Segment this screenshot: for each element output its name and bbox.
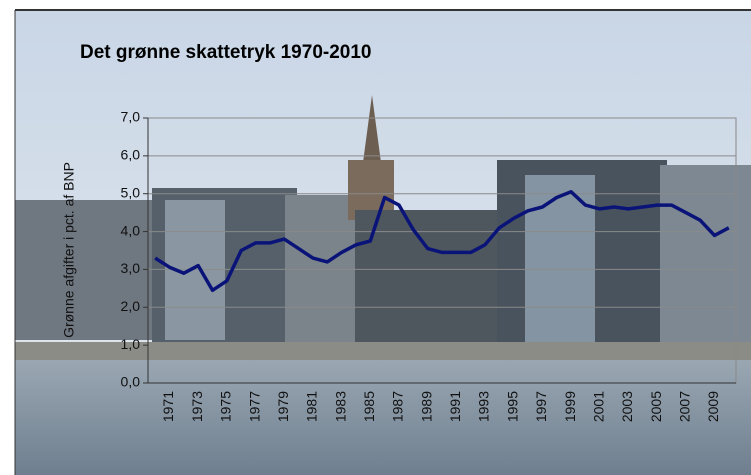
y-tick-label: 0,0	[121, 374, 141, 390]
y-axis-label: Grønne afgifter i pct. af BNP	[61, 162, 77, 338]
x-tick-label: 2007	[677, 391, 693, 422]
x-tick-label: 1985	[361, 391, 377, 422]
y-tick-label: 5,0	[121, 184, 141, 200]
x-tick-label: 1999	[562, 391, 578, 422]
y-tick-label: 6,0	[121, 147, 141, 163]
x-tick-label: 2003	[619, 391, 635, 422]
x-tick-label: 1981	[304, 391, 320, 422]
x-tick-label: 2001	[590, 391, 606, 422]
x-tick-label: 1971	[160, 391, 176, 422]
x-tick-label: 1991	[447, 391, 463, 422]
y-tick-label: 1,0	[121, 336, 141, 352]
x-tick-label: 2005	[648, 391, 664, 422]
x-tick-label: 2009	[705, 391, 721, 422]
x-tick-label: 1989	[418, 391, 434, 422]
x-tick-label: 1977	[246, 391, 262, 422]
x-tick-label: 1997	[533, 391, 549, 422]
y-tick-label: 2,0	[121, 298, 141, 314]
y-tick-label: 7,0	[121, 109, 141, 125]
x-tick-label: 1995	[504, 391, 520, 422]
x-tick-label: 1983	[332, 391, 348, 422]
y-tick-label: 3,0	[121, 260, 141, 276]
x-tick-label: 1979	[275, 391, 291, 422]
chart-title: Det grønne skattetryk 1970-2010	[80, 42, 371, 63]
background-photo	[15, 10, 751, 475]
x-tick-label: 1993	[476, 391, 492, 422]
chart: Det grønne skattetryk 1970-2010 Grønne a…	[0, 0, 751, 475]
x-tick-label: 1973	[189, 391, 205, 422]
x-tick-label: 1975	[218, 391, 234, 422]
y-tick-label: 4,0	[121, 222, 141, 238]
x-tick-label: 1987	[390, 391, 406, 422]
